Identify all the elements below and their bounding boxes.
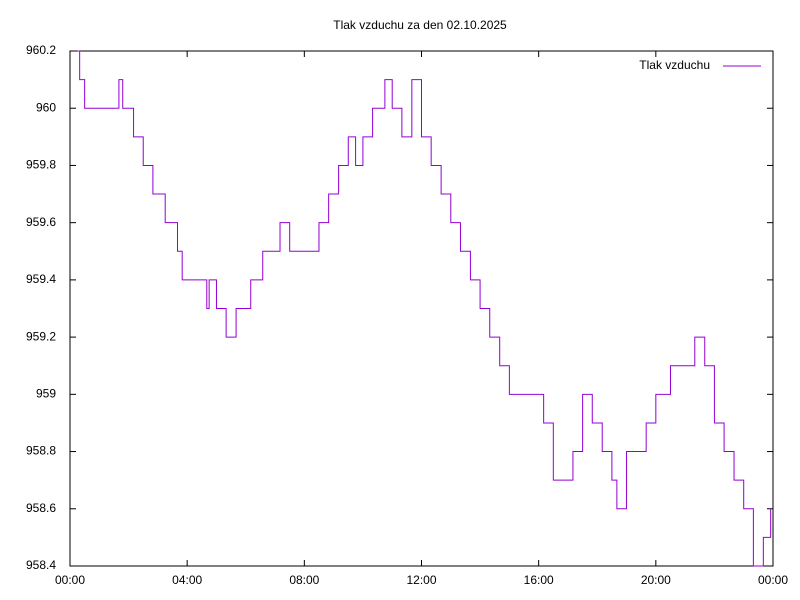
x-tick-label: 00:00 xyxy=(758,573,788,587)
y-tick-label: 959.8 xyxy=(26,158,56,172)
y-tick-label: 960.2 xyxy=(26,43,56,57)
y-tick-label: 958.4 xyxy=(26,558,56,572)
y-tick-label: 960 xyxy=(36,100,56,114)
y-tick-label: 959 xyxy=(36,387,56,401)
x-tick-label: 12:00 xyxy=(406,573,436,587)
x-tick-label: 08:00 xyxy=(289,573,319,587)
y-tick-label: 958.8 xyxy=(26,444,56,458)
y-tick-label: 958.6 xyxy=(26,501,56,515)
y-tick-label: 959.6 xyxy=(26,215,56,229)
x-tick-label: 00:00 xyxy=(55,573,85,587)
legend-label: Tlak vzduchu xyxy=(639,58,710,72)
y-tick-label: 959.2 xyxy=(26,329,56,343)
x-tick-label: 16:00 xyxy=(524,573,554,587)
data-line xyxy=(77,50,772,567)
y-tick-label: 959.4 xyxy=(26,272,56,286)
chart-title: Tlak vzduchu za den 02.10.2025 xyxy=(333,18,507,32)
x-tick-label: 20:00 xyxy=(641,573,671,587)
x-tick-label: 04:00 xyxy=(172,573,202,587)
